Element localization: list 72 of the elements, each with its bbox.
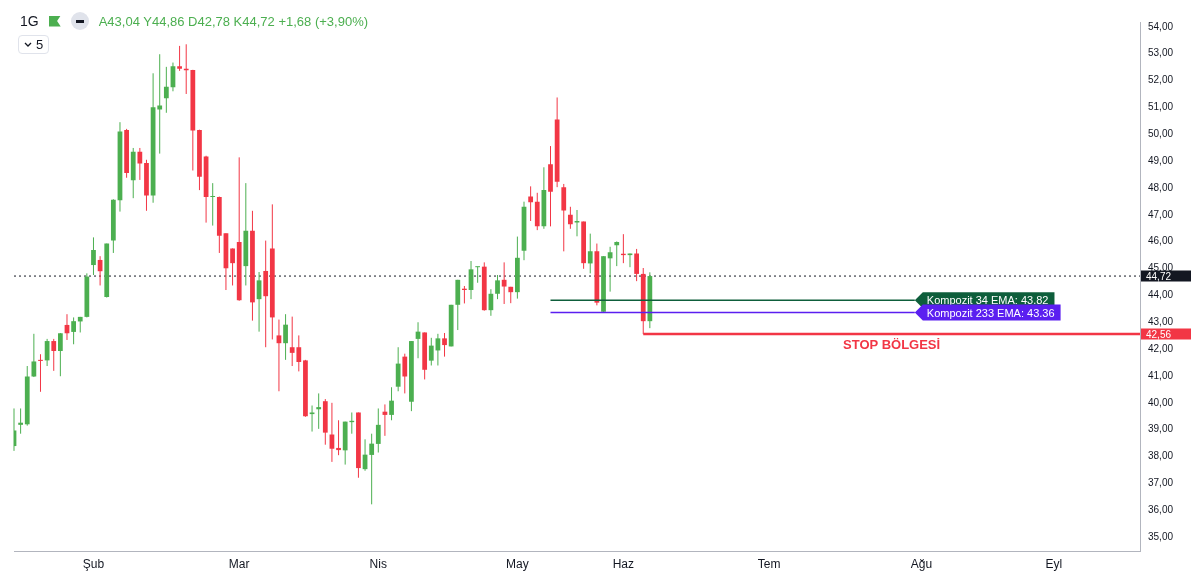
x-tick-label: Eyl [1045, 557, 1063, 572]
candlestick [528, 185, 534, 222]
y-tick-label: 46,00 [1148, 235, 1174, 247]
candlestick [587, 233, 593, 274]
x-tick-label: Şub [82, 557, 105, 572]
y-tick-label: 39,00 [1148, 423, 1174, 435]
candlestick [607, 246, 613, 293]
x-tick-label: May [506, 557, 529, 572]
series-label: Kompozit 34 EMA: 43.82 [926, 294, 1049, 307]
candlestick [428, 337, 434, 366]
y-tick-label: 42,00 [1148, 342, 1174, 354]
candlestick [614, 240, 620, 267]
y-tick-label: 48,00 [1148, 181, 1174, 193]
y-tick-label: 50,00 [1148, 128, 1174, 140]
candlestick [316, 392, 322, 430]
x-tick-label: Mar [228, 557, 250, 572]
candlestick [574, 209, 580, 237]
candlestick [634, 248, 639, 282]
y-tick-label: 35,00 [1148, 530, 1174, 542]
y-tick-label: 49,00 [1148, 154, 1174, 166]
candlestick [375, 407, 381, 453]
chart-title: 1G [20, 13, 39, 29]
series-label: Kompozit 233 EMA: 43.36 [926, 306, 1055, 319]
x-tick-label: Haz [612, 557, 635, 572]
candlestick [395, 346, 401, 392]
y-tick-label: 44,00 [1148, 289, 1174, 301]
y-tick-label: 38,00 [1148, 450, 1174, 462]
y-tick-label: 54,00 [1148, 20, 1174, 32]
candlestick [163, 66, 169, 114]
candlestick [475, 266, 481, 284]
annotation: 5 [36, 37, 44, 52]
candlestick [71, 316, 76, 345]
y-tick-label: 36,00 [1148, 503, 1174, 515]
x-tick-label: Tem [757, 557, 781, 572]
candlestick [501, 261, 507, 305]
candlestick [230, 247, 235, 286]
data-label: 42,56 [1146, 328, 1172, 340]
x-tick-label: Ağu [910, 557, 933, 572]
candlestick [38, 353, 43, 393]
y-tick-label: 43,00 [1148, 316, 1174, 327]
x-tick-label: Nis [369, 557, 387, 572]
candlestick [177, 45, 182, 72]
candlestick [402, 353, 408, 394]
candlestick [567, 206, 573, 230]
candlestick [57, 332, 63, 377]
candlestick [495, 274, 500, 300]
y-tick-label: 47,00 [1148, 208, 1174, 220]
candlestick [91, 236, 96, 276]
y-tick-label: 41,00 [1148, 369, 1174, 381]
y-tick-label: 37,00 [1148, 477, 1174, 489]
y-tick-label: 51,00 [1148, 101, 1174, 113]
y-tick-label: 40,00 [1148, 396, 1174, 408]
candlestick [369, 433, 375, 505]
annotation: STOP BÖLGESİ [843, 337, 941, 353]
candlestick [18, 407, 24, 435]
candlestick [627, 253, 633, 268]
candlestick [309, 405, 315, 433]
candlestick [137, 147, 143, 181]
candlestick [31, 333, 37, 378]
chart-subtitle: A43,04 Y44,86 D42,78 K44,72 +1,68 (+3,90%) [98, 13, 369, 29]
candlestick [44, 338, 50, 367]
y-tick-label: 53,00 [1148, 47, 1174, 59]
y-tick-label: 52,00 [1148, 74, 1174, 86]
candlestick [283, 313, 288, 361]
candlestick [157, 53, 163, 155]
candlestick [210, 182, 216, 227]
candlestick [336, 419, 341, 456]
candlestick [389, 386, 394, 421]
candlestick [561, 183, 567, 252]
candlestick [51, 338, 57, 372]
candlestick [442, 332, 447, 358]
ref-line-label: 44,72 [1146, 270, 1172, 282]
